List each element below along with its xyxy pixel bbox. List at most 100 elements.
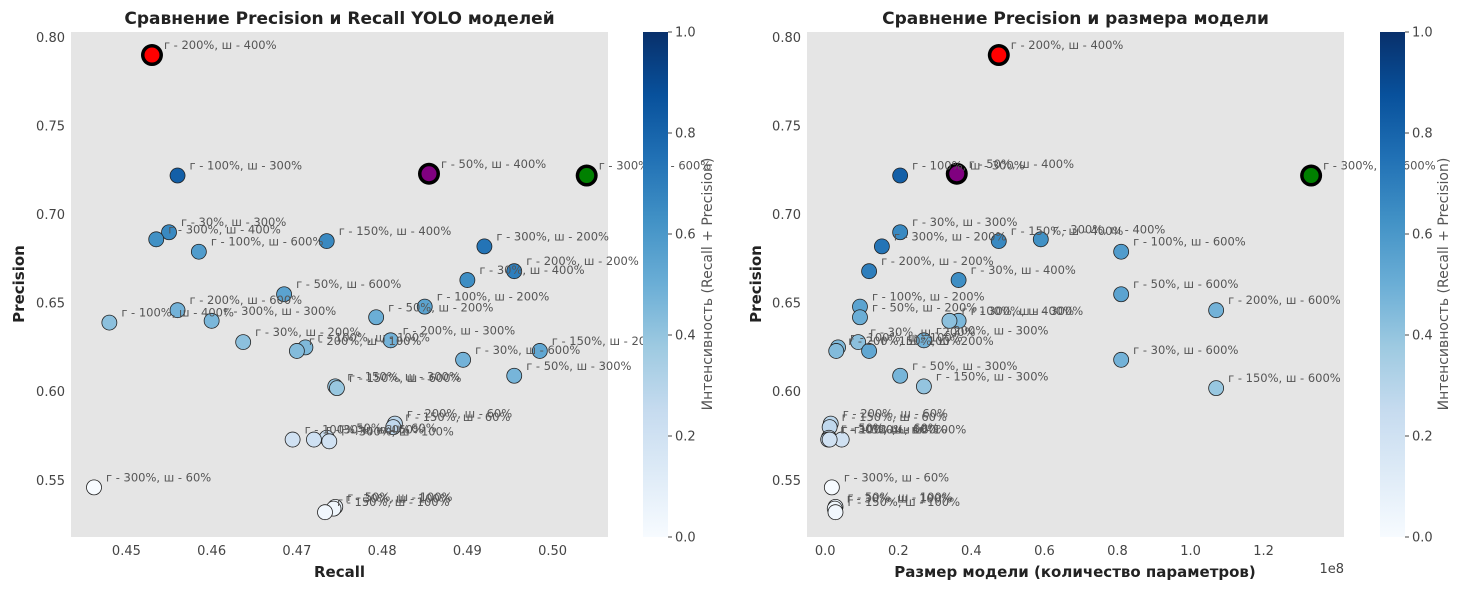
point-annotation: г - 30%, ш - 60%: [840, 423, 938, 437]
scatter-point: [317, 504, 333, 521]
highlighted-point: [579, 168, 595, 184]
point-annotation: г - 150%, ш - 100%: [337, 495, 450, 509]
scatter-point: [1032, 231, 1049, 248]
point-annotation: г - 30%, ш - 600%: [475, 343, 580, 357]
scatter-point: [1208, 302, 1225, 319]
y-axis-label: Precision: [10, 245, 28, 323]
y-tick-labels: 0.55 0.60 0.65 0.70 0.75 0.80: [36, 31, 65, 489]
y-tick-label: 0.60: [36, 385, 65, 400]
point-annotation: г - 50%, ш - 60%: [841, 421, 939, 435]
y-tick-label: 0.60: [772, 385, 801, 400]
point-annotation: г - 30%, ш - 200%: [255, 325, 360, 339]
scatter-point: [101, 314, 118, 331]
scatter-point: [941, 312, 958, 329]
point-annotation: г - 300%, ш - 300%: [224, 304, 337, 318]
point-annotation: г - 100%, ш - 100%: [850, 330, 963, 344]
point-annotation: г - 100%, ш - 400%: [121, 306, 234, 320]
x-tick-label: 0.49: [453, 544, 482, 559]
x-tick-label: 0.47: [282, 544, 311, 559]
scatter-point: [828, 343, 845, 359]
colorbar-tick-label: 0.6: [1412, 228, 1433, 243]
scatter-point: [850, 334, 867, 350]
point-annotation: г - 100%, ш - 200%: [872, 290, 985, 304]
point-annotation: г - 30%, ш - 300%: [912, 215, 1017, 229]
point-annotation: г - 200%, ш - 60%: [843, 407, 948, 421]
point-annotation: г - 150%, ш - 600%: [1228, 371, 1341, 385]
scatter-point: [459, 272, 476, 288]
y-tick-label: 0.55: [772, 474, 801, 489]
scatter-point: [827, 504, 844, 521]
colorbar-tick-label: 0.0: [675, 531, 696, 546]
highlighted-point: [991, 47, 1007, 63]
scatter-point: [161, 224, 177, 241]
point-annotation: г - 300%, ш - 60%: [844, 470, 949, 484]
point-annotation: г - 50%, ш - 200%: [388, 300, 493, 314]
scatter-point: [203, 312, 220, 329]
scatter-point: [288, 343, 305, 359]
x-tick-label: 1.0: [1180, 544, 1201, 559]
scatter-point: [169, 167, 186, 184]
scatter-point: [476, 238, 493, 255]
point-annotation: г - 50%, ш - 100%: [347, 490, 452, 504]
highlighted-point: [949, 166, 965, 182]
scatter-point: [915, 332, 932, 349]
point-annotation: г - 150%, ш - 60%: [842, 410, 947, 424]
y-tick-label: 0.75: [36, 119, 65, 134]
point-annotation: г - 200%, ш - 600%: [1228, 293, 1341, 307]
colorbar-gradient: [643, 32, 668, 537]
x-tick-label: 0.8: [1107, 544, 1128, 559]
x-tick-label: 0.6: [1034, 544, 1055, 559]
x-tick-label: 0.4: [961, 544, 982, 559]
point-annotation: г - 300%, ш - 200%: [496, 229, 609, 243]
point-annotation: г - 200%, ш - 200%: [881, 254, 994, 268]
point-annotation: г - 30%, ш - 200%: [870, 325, 975, 339]
scatter-point: [915, 378, 932, 395]
point-annotation: г - 200%, ш - 400%: [1011, 38, 1124, 52]
x-tick-label: 0.0: [815, 544, 836, 559]
point-annotation: г - 50%, ш - 400%: [969, 157, 1074, 171]
point-annotation: г - 50%, ш - 60%: [339, 421, 437, 435]
x-axis-label: Recall: [314, 563, 365, 581]
point-annotation: г - 100%, ш - 200%: [437, 290, 550, 304]
x-tick-labels: 0.0 0.2 0.4 0.6 0.8 1.0 1.2: [815, 544, 1274, 559]
scatter-point: [416, 298, 433, 315]
point-annotation: г - 150%, ш - 600%: [349, 371, 462, 385]
scatter-point: [892, 224, 909, 241]
scatter-point: [148, 231, 165, 248]
chart-precision-recall: Сравнение Precision и Recall YOLO моделе…: [10, 9, 711, 581]
point-annotation: г - 300%, ш - 300%: [971, 304, 1084, 318]
colorbar-tick-label: 1.0: [1412, 26, 1433, 41]
chart-title: Сравнение Precision и Recall YOLO моделе…: [124, 9, 554, 29]
point-annotation: г - 200%, ш - 300%: [936, 323, 1049, 337]
scatter-point: [169, 302, 186, 319]
x-tick-label: 0.45: [112, 544, 141, 559]
colorbar-tick-label: 0.6: [675, 228, 696, 243]
point-annotation: г - 150%, ш - 400%: [1011, 224, 1124, 238]
x-axis-label: Размер модели (количество параметров): [894, 563, 1256, 581]
scatter-point: [950, 272, 967, 288]
x-tick-label: 0.50: [538, 544, 567, 559]
scatter-points: [86, 44, 598, 521]
point-annotation: г - 50%, ш - 300%: [912, 359, 1017, 373]
y-axis-label: Precision: [747, 245, 765, 323]
scatter-point: [368, 309, 385, 326]
scatter-point: [861, 343, 878, 359]
point-annotation: г - 150%, ш - 400%: [339, 224, 452, 238]
point-annotation: г - 150%, ш - 300%: [347, 369, 460, 383]
point-annotation: г - 50%, ш - 300%: [526, 359, 631, 373]
scatter-point: [531, 343, 548, 359]
colorbar-tick-label: 0.8: [1412, 127, 1433, 142]
point-annotation: г - 100%, ш - 60%: [305, 423, 410, 437]
point-annotation: г - 300%, ш - 60%: [106, 470, 211, 484]
point-annotation: г - 50%, ш - 200%: [872, 300, 977, 314]
point-annotation: г - 30%, ш - 60%: [326, 423, 424, 437]
point-annotation: г - 300%, ш - 100%: [854, 423, 967, 437]
point-annotations: г - 100%, ш - 300%г - 30%, ш - 300%г - 3…: [106, 38, 711, 509]
point-annotation: г - 150%, ш - 100%: [847, 495, 960, 509]
point-annotation: г - 200%, ш - 100%: [309, 334, 422, 348]
y-tick-labels: 0.55 0.60 0.65 0.70 0.75 0.80: [772, 31, 801, 489]
point-annotation: г - 150%, ш - 300%: [936, 369, 1049, 383]
y-tick-label: 0.65: [772, 297, 801, 312]
point-annotation: г - 30%, ш - 400%: [479, 263, 584, 277]
scatter-point: [385, 419, 402, 436]
